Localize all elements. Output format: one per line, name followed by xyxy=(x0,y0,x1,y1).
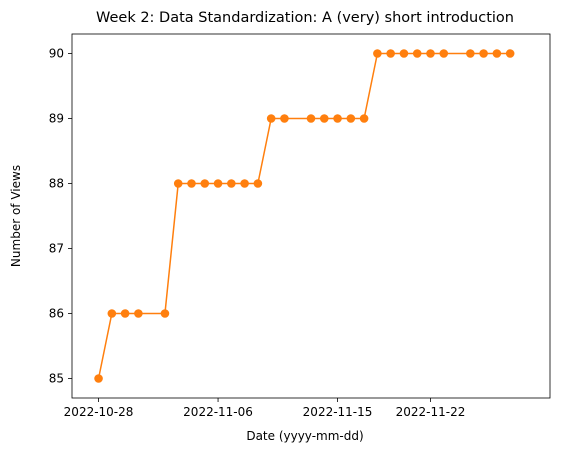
y-tick-label: 87 xyxy=(49,242,64,256)
data-point xyxy=(373,49,382,58)
data-point xyxy=(94,374,103,383)
data-point xyxy=(319,114,329,123)
data-point xyxy=(213,179,223,188)
x-axis: 2022-10-28 2022-11-06 2022-11-15 2022-11-22 xyxy=(64,398,466,419)
data-point xyxy=(426,49,435,58)
series-line xyxy=(97,52,511,379)
data-point xyxy=(466,49,475,58)
axes-frame xyxy=(71,33,551,399)
y-axis-label: Number of Views xyxy=(9,165,23,267)
x-tick-label: 2022-11-06 xyxy=(183,405,253,419)
data-point xyxy=(479,49,488,58)
data-point xyxy=(107,309,117,318)
data-point xyxy=(160,309,170,318)
y-tick-label: 89 xyxy=(49,112,64,126)
data-point xyxy=(492,49,502,58)
x-tick-label: 2022-11-22 xyxy=(396,405,466,419)
y-tick-label: 85 xyxy=(49,372,64,386)
y-tick-label: 90 xyxy=(49,47,64,61)
data-point xyxy=(200,179,210,188)
data-point xyxy=(306,114,316,123)
data-point xyxy=(280,114,289,123)
chart-title: Week 2: Data Standardization: A (very) s… xyxy=(96,10,514,26)
data-point xyxy=(412,49,422,58)
data-point xyxy=(266,114,276,123)
data-point xyxy=(333,114,342,123)
data-point xyxy=(386,49,395,58)
x-tick-label: 2022-10-28 xyxy=(64,405,134,419)
y-axis: 85 86 87 88 89 90 xyxy=(49,47,72,386)
data-point xyxy=(359,114,369,123)
x-tick-label: 2022-11-15 xyxy=(303,405,373,419)
data-point xyxy=(120,309,130,318)
x-axis-label: Date (yyyy-mm-dd) xyxy=(246,429,363,443)
y-tick-label: 88 xyxy=(49,177,64,191)
data-point xyxy=(505,49,515,58)
data-point xyxy=(439,49,449,58)
data-point xyxy=(346,114,356,123)
data-point xyxy=(240,179,249,188)
y-tick-label: 86 xyxy=(49,307,64,321)
data-point xyxy=(187,179,196,188)
data-point xyxy=(253,179,263,188)
data-point xyxy=(399,49,409,58)
plot-area xyxy=(94,49,515,383)
data-point xyxy=(173,179,183,188)
data-point xyxy=(227,179,236,188)
data-point xyxy=(134,309,143,318)
